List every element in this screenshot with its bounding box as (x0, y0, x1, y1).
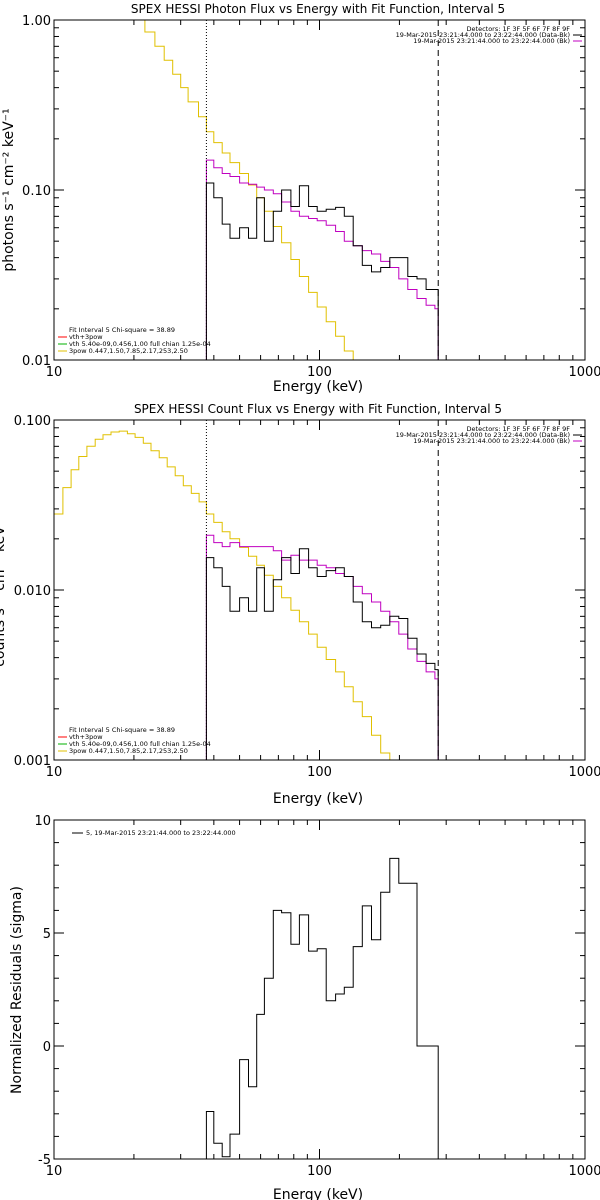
photon-flux-legend-entry: 19-Mar-2015 23:21:44.000 to 23:22:44.000… (396, 31, 570, 39)
photon-flux-series-line (205, 159, 439, 360)
photon-flux-series-line (53, 19, 381, 361)
residuals-x-tick-label: 10 (46, 1164, 63, 1179)
residuals-y-tick-label: 5 (43, 927, 51, 942)
count-flux-y-tick-label: 0.100 (14, 414, 51, 429)
count-flux-x-tick-label: 100 (307, 765, 332, 780)
residuals-frame (53, 819, 586, 1160)
count-flux-series-line (53, 430, 391, 760)
count-flux-fit-bounds (205, 420, 439, 760)
photon-flux-fit-entry: vth+3pow (69, 333, 103, 341)
photon-flux-fit-entry: vth 5.40e-09,0.456,1.00 full chian 1.25e… (69, 340, 211, 348)
photon-flux-title: SPEX HESSI Photon Flux vs Energy with Fi… (131, 2, 505, 16)
photon-flux-x-tick-label: 100 (307, 365, 332, 380)
count-flux-series (53, 430, 439, 760)
residuals-y-tick-label: 0 (43, 1040, 51, 1055)
count-flux-fit-header: Fit Interval 5 Chi-square = 38.89 (69, 726, 175, 734)
photon-flux-x-tick-label: 10 (46, 365, 63, 380)
count-flux-series-line (205, 534, 439, 760)
photon-flux-fit-header: Fit Interval 5 Chi-square = 38.89 (69, 326, 175, 334)
count-flux-fit-entry: vth 5.40e-09,0.456,1.00 full chian 1.25e… (69, 740, 211, 748)
photon-flux-legend-entry: 19-Mar-2015 23:21:44.000 to 23:22:44.000… (413, 37, 570, 45)
photon-flux-fit-info: Fit Interval 5 Chi-square = 38.89 vth+3p… (58, 326, 211, 355)
photon-flux-legend: Detectors: 1F 3F 5F 6F 7F 8F 9F 19-Mar-2… (396, 25, 582, 45)
count-flux-title: SPEX HESSI Count Flux vs Energy with Fit… (134, 402, 502, 416)
residuals-xlabel: Energy (keV) (273, 1187, 363, 1200)
count-flux-legend: Detectors: 1F 3F 5F 6F 7F 8F 9F 19-Mar-2… (396, 425, 582, 445)
count-flux-ylabel: counts s⁻¹ cm⁻² keV⁻¹ (0, 513, 8, 667)
photon-flux-fit-bounds (205, 20, 439, 360)
photon-flux-xlabel: Energy (keV) (273, 379, 363, 395)
count-flux-fit-entry: 3pow 0.447,1.50,7.85,2.17,253,2.50 (69, 747, 188, 755)
residuals-x-tick-label: 1000 (568, 1164, 600, 1179)
photon-flux-x-tick-label: 1000 (568, 365, 600, 380)
count-flux-frame (53, 419, 586, 761)
count-flux-ticks: 10 100 1000 0.001 0.010 0.100 (14, 414, 600, 780)
count-flux-legend-entry: 19-Mar-2015 23:21:44.000 to 23:22:44.000… (396, 431, 570, 439)
count-flux-x-tick-label: 10 (46, 765, 63, 780)
residuals-series (205, 857, 439, 1159)
photon-flux-ylabel: photons s⁻¹ cm⁻² keV⁻¹ (1, 108, 17, 271)
residuals-legend-entry: 5, 19-Mar-2015 23:21:44.000 to 23:22:44.… (86, 829, 236, 837)
count-flux-legend-entry: 19-Mar-2015 23:21:44.000 to 23:22:44.000… (413, 437, 570, 445)
photon-flux-ticks: 10 100 1000 0.01 0.10 1.00 (22, 14, 600, 380)
residuals-legend: 5, 19-Mar-2015 23:21:44.000 to 23:22:44.… (72, 829, 236, 837)
residuals-ticks: 10 100 1000 -5 0 5 10 (34, 814, 600, 1179)
photon-flux-y-tick-label: 0.10 (22, 184, 51, 199)
photon-flux-series (53, 19, 439, 361)
photon-flux-frame (53, 19, 586, 361)
count-flux-y-tick-label: 0.001 (14, 754, 51, 769)
residuals-y-tick-label: -5 (38, 1153, 51, 1168)
photon-flux-fit-entry: 3pow 0.447,1.50,7.85,2.17,253,2.50 (69, 347, 188, 355)
count-flux-xlabel: Energy (keV) (273, 791, 363, 807)
count-flux-fit-entry: vth+3pow (69, 733, 103, 741)
count-flux-y-tick-label: 0.010 (14, 584, 51, 599)
residuals-series-line (205, 857, 439, 1159)
photon-flux-y-tick-label: 0.01 (22, 354, 51, 369)
residuals-panel: Energy (keV) Normalized Residuals (sigma… (9, 814, 600, 1200)
residuals-y-tick-label: 10 (34, 814, 51, 829)
residuals-x-tick-label: 100 (307, 1164, 332, 1179)
count-flux-fit-info: Fit Interval 5 Chi-square = 38.89 vth+3p… (58, 726, 211, 755)
count-flux-series-line (205, 548, 439, 760)
count-flux-x-tick-label: 1000 (568, 765, 600, 780)
residuals-ylabel: Normalized Residuals (sigma) (9, 886, 25, 1094)
count-flux-legend-header: Detectors: 1F 3F 5F 6F 7F 8F 9F (467, 425, 571, 433)
photon-flux-y-tick-label: 1.00 (22, 14, 51, 29)
photon-flux-series-line (205, 182, 439, 360)
photon-flux-panel: SPEX HESSI Photon Flux vs Energy with Fi… (1, 2, 600, 395)
photon-flux-legend-header: Detectors: 1F 3F 5F 6F 7F 8F 9F (467, 25, 571, 33)
count-flux-panel: SPEX HESSI Count Flux vs Energy with Fit… (0, 402, 600, 807)
